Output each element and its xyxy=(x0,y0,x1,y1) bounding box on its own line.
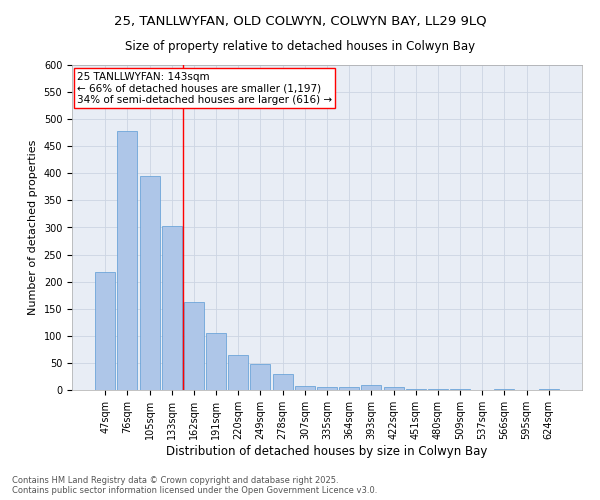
Bar xyxy=(383,388,404,390)
Bar xyxy=(272,374,293,390)
Bar xyxy=(118,131,137,390)
Bar xyxy=(162,226,182,390)
Bar xyxy=(406,389,426,390)
Text: 25, TANLLWYFAN, OLD COLWYN, COLWYN BAY, LL29 9LQ: 25, TANLLWYFAN, OLD COLWYN, COLWYN BAY, … xyxy=(113,15,487,28)
Bar xyxy=(140,176,160,390)
Bar xyxy=(539,389,559,390)
Bar xyxy=(95,272,115,390)
X-axis label: Distribution of detached houses by size in Colwyn Bay: Distribution of detached houses by size … xyxy=(166,444,488,458)
Bar xyxy=(361,385,382,390)
Bar xyxy=(317,387,337,390)
Bar xyxy=(339,387,359,390)
Text: 25 TANLLWYFAN: 143sqm
← 66% of detached houses are smaller (1,197)
34% of semi-d: 25 TANLLWYFAN: 143sqm ← 66% of detached … xyxy=(77,72,332,104)
Text: Contains HM Land Registry data © Crown copyright and database right 2025.
Contai: Contains HM Land Registry data © Crown c… xyxy=(12,476,377,495)
Bar xyxy=(250,364,271,390)
Bar xyxy=(228,356,248,390)
Bar xyxy=(206,333,226,390)
Bar xyxy=(295,386,315,390)
Bar xyxy=(184,302,204,390)
Y-axis label: Number of detached properties: Number of detached properties xyxy=(28,140,38,315)
Text: Size of property relative to detached houses in Colwyn Bay: Size of property relative to detached ho… xyxy=(125,40,475,53)
